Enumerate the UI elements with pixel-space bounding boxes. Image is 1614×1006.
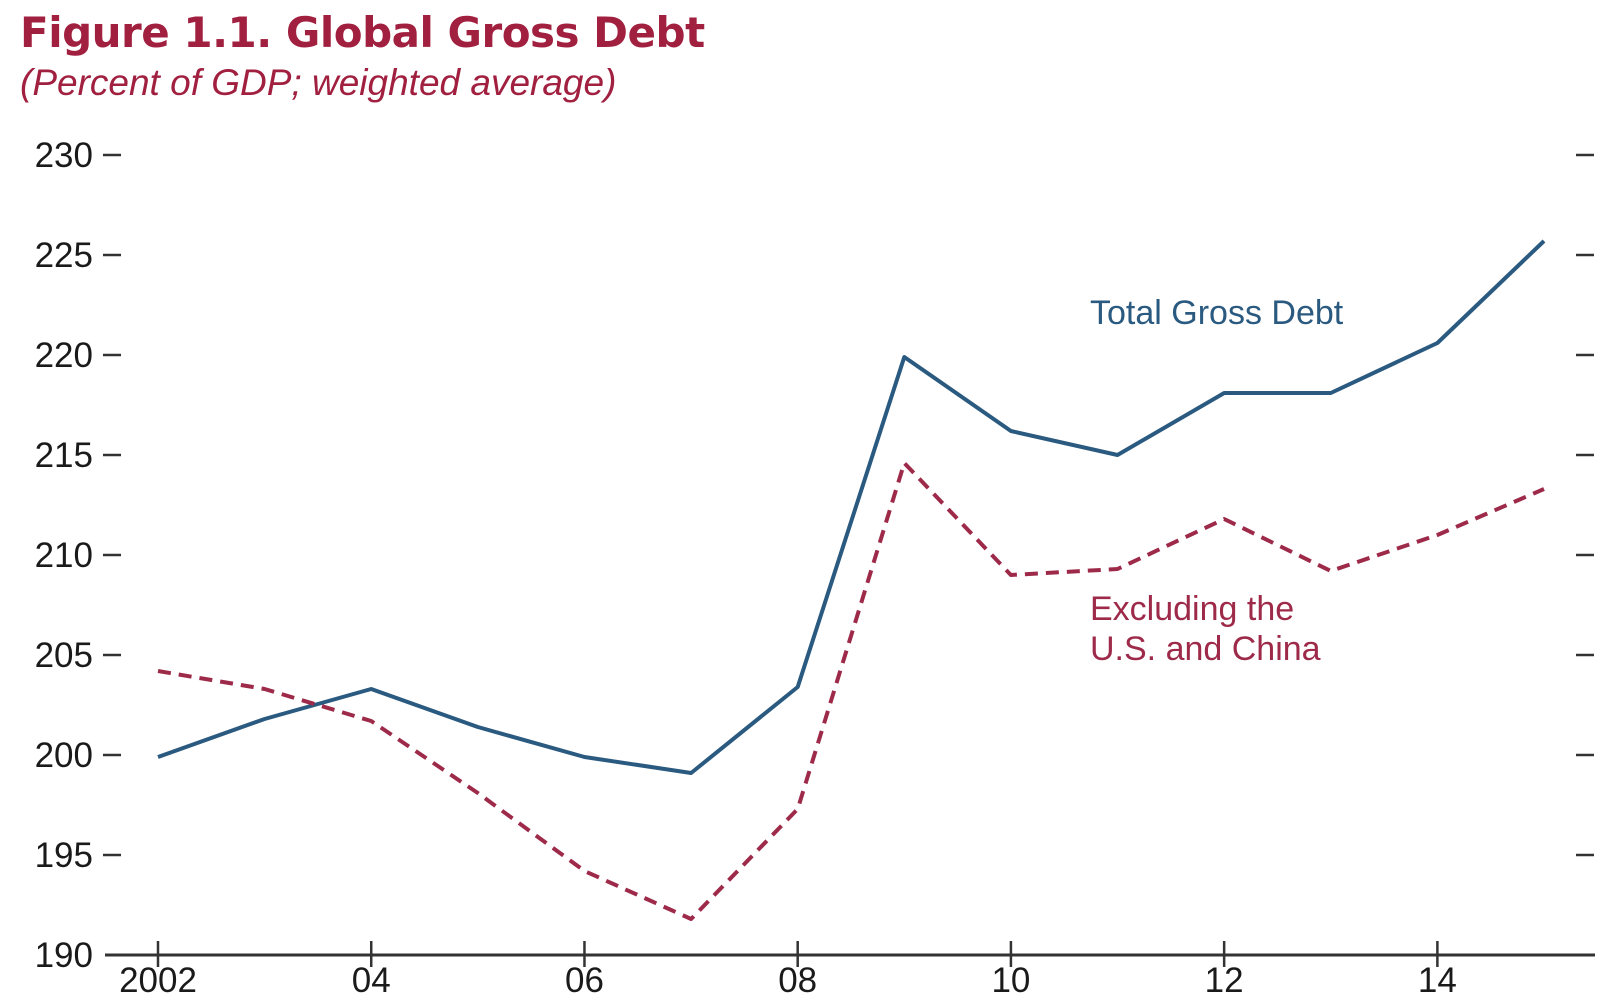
series-label-excluding-line-2: U.S. and China bbox=[1090, 630, 1321, 668]
y-tick-label: 190 bbox=[35, 936, 93, 975]
x-tick-label: 12 bbox=[1205, 961, 1244, 1000]
x-tick-label: 04 bbox=[352, 961, 391, 1000]
series-label-total-gross-debt: Total Gross Debt bbox=[1090, 294, 1344, 332]
y-tick-label: 230 bbox=[35, 136, 93, 175]
x-tick-label: 10 bbox=[991, 961, 1030, 1000]
y-tick-label: 220 bbox=[35, 336, 93, 375]
chart-series bbox=[157, 239, 1546, 921]
chart-subtitle: (Percent of GDP; weighted average) bbox=[20, 62, 617, 103]
y-tick-label: 195 bbox=[35, 836, 93, 875]
y-tick-label: 215 bbox=[35, 436, 93, 475]
y-tick-label: 200 bbox=[35, 736, 93, 775]
y-tick-label: 225 bbox=[35, 236, 93, 275]
chart-title: Figure 1.1. Global Gross Debt bbox=[20, 8, 705, 57]
x-tick-label: 08 bbox=[778, 961, 817, 1000]
series-line-total-gross-debt bbox=[157, 239, 1546, 775]
series-labels: Total Gross Debt Excluding the U.S. and … bbox=[1090, 294, 1344, 668]
y-tick-label: 205 bbox=[35, 636, 93, 675]
x-tick-label: 14 bbox=[1418, 961, 1457, 1000]
x-tick-label: 06 bbox=[565, 961, 604, 1000]
y-tick-label: 210 bbox=[35, 536, 93, 575]
x-tick-label: 2002 bbox=[119, 961, 197, 1000]
chart-axes: 190 195 200 205 210 215 220 225 230 2002 04 06 08 10 1… bbox=[35, 136, 1595, 1000]
series-line-excluding-us-china bbox=[157, 461, 1545, 921]
series-label-excluding-line-1: Excluding the bbox=[1090, 590, 1294, 628]
